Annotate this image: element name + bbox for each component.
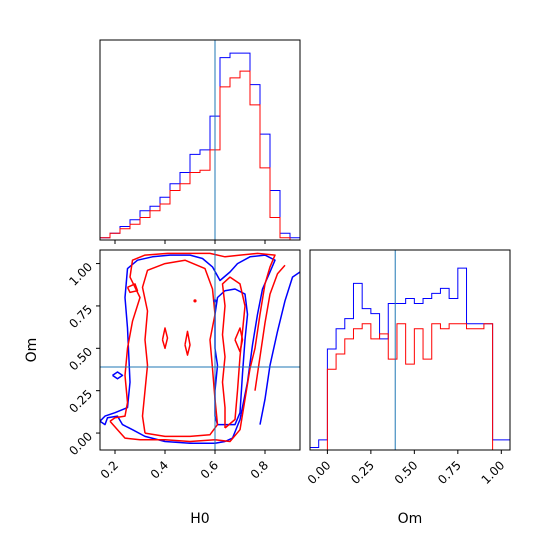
joint-contour-red (184, 330, 191, 356)
joint-y-ticks: 0.00 0.25 0.50 0.75 1.00 (66, 260, 100, 458)
joint-contour-red (221, 276, 246, 429)
joint-x-axis-label: H0 (190, 511, 209, 527)
om-histogram-blue (310, 267, 510, 450)
joint-marker-red (193, 299, 197, 303)
h0-histogram-panel (99, 39, 301, 244)
joint-contour-blue (100, 254, 276, 444)
joint-contour-red (234, 327, 244, 353)
joint-contour-blue (214, 288, 249, 426)
joint-contour-panel: 0.2 0.4 0.6 0.8 0.00 0.25 0.50 0.75 1.00 H0 Om (24, 249, 301, 527)
joint-y-axis-label: Om (24, 338, 40, 363)
om-histogram-x-tick-label: 0.50 (392, 458, 421, 487)
om-histogram-x-tick-label: 0.75 (435, 458, 464, 487)
joint-x-tick-label: 0.2 (98, 458, 121, 481)
joint-contour-red (126, 283, 139, 294)
joint-y-tick-label: 0.25 (66, 387, 95, 416)
joint-contour-blue (112, 371, 124, 380)
om-x-axis-label: Om (398, 511, 423, 527)
joint-contour-red (109, 252, 276, 443)
om-histogram-x-tick-label: 0.25 (348, 458, 377, 487)
om-histogram-x-tick-label: 1.00 (479, 458, 508, 487)
joint-background (100, 250, 300, 450)
joint-contour-marks (100, 250, 300, 450)
joint-contour-red (161, 327, 169, 350)
joint-contour-red (254, 264, 286, 391)
joint-contour-red (141, 259, 219, 438)
om-histogram-marks (310, 250, 510, 450)
joint-x-ticks: 0.2 0.4 0.6 0.8 (98, 450, 271, 482)
joint-x-tick-label: 0.6 (198, 458, 221, 481)
om-histogram-frame (309, 249, 511, 451)
joint-x-tick-label: 0.8 (248, 458, 271, 481)
om-histogram-background (310, 250, 510, 450)
joint-y-tick-label: 0.00 (66, 429, 95, 458)
om-histogram-red (310, 323, 510, 450)
om-histogram-ticks: 0.00 0.25 0.50 0.75 1.00 (305, 450, 508, 487)
h0-histogram-ticks (114, 240, 266, 244)
om-histogram-x-tick-label: 0.00 (305, 458, 334, 487)
h0-histogram-background (100, 40, 300, 240)
h0-histogram-frame (99, 39, 301, 241)
h0-histogram-blue (99, 52, 301, 240)
joint-y-tick-label: 0.75 (66, 302, 95, 331)
joint-contour-blue (259, 271, 300, 425)
om-histogram-panel: 0.00 0.25 0.50 0.75 1.00 Om (305, 249, 511, 527)
joint-y-tick-label: 1.00 (66, 260, 95, 289)
h0-histogram-red (99, 70, 300, 241)
joint-y-tick-label: 0.50 (66, 345, 95, 374)
joint-x-tick-label: 0.4 (148, 458, 171, 481)
h0-histogram-marks (99, 40, 301, 241)
joint-frame (99, 249, 301, 451)
